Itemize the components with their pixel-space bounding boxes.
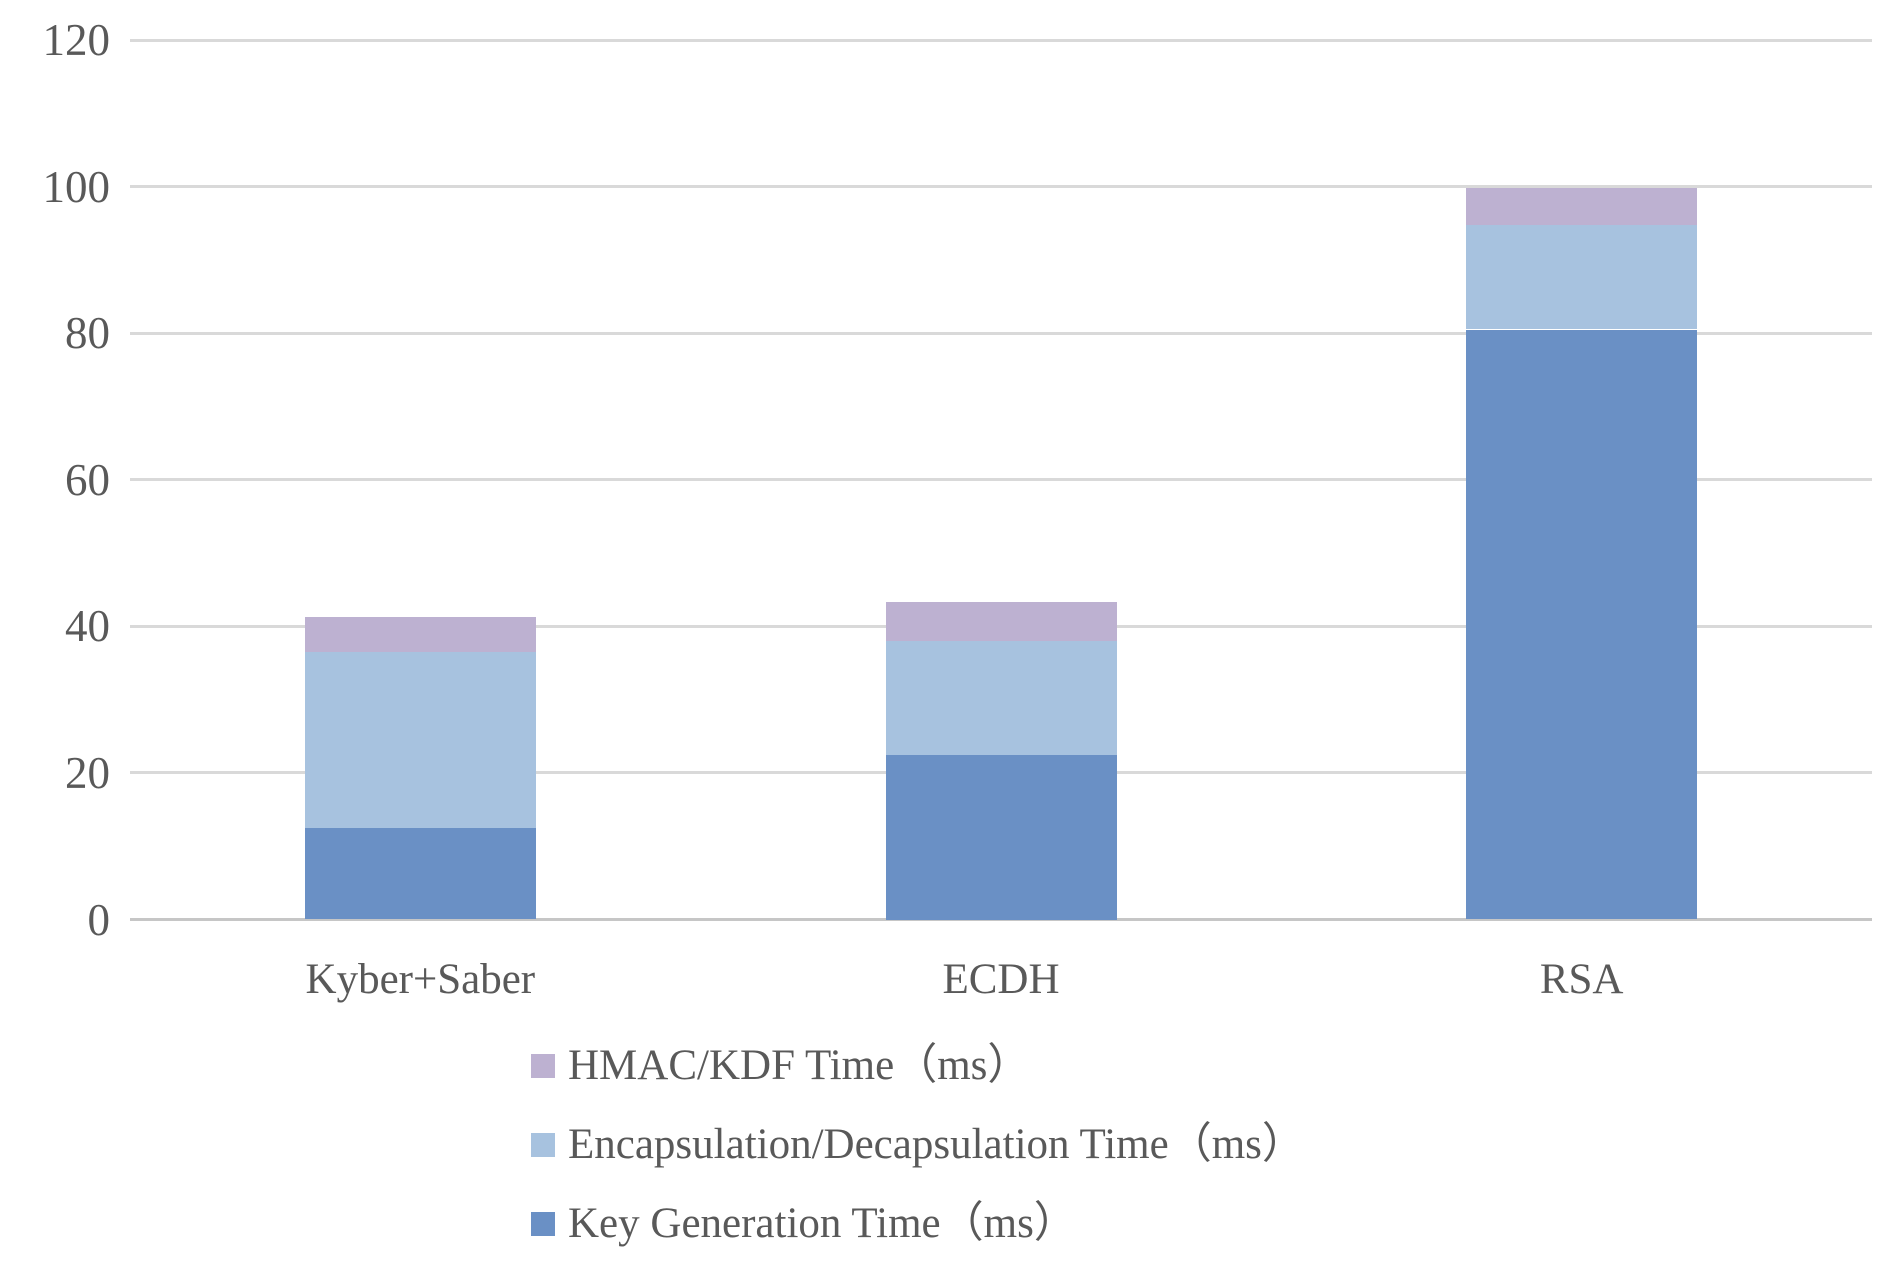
y-tick-label: 60 <box>65 454 110 505</box>
gridline <box>130 38 1872 42</box>
bar-segment-hmac-kdf-time <box>1466 188 1698 225</box>
x-category-label: Kyber+Saber <box>305 956 536 1003</box>
bar-segment-hmac-kdf-time <box>885 602 1117 641</box>
legend-item: Key Generation Time（ms） <box>531 1198 1305 1250</box>
y-tick-label: 40 <box>65 601 110 652</box>
bar-segment-encapsulation-decapsulation-time <box>885 640 1117 755</box>
legend-label: Key Generation Time（ms） <box>568 1200 1077 1247</box>
legend-swatch-icon <box>531 1054 555 1078</box>
gridline <box>130 478 1872 482</box>
bar-segment-encapsulation-decapsulation-time <box>304 651 536 828</box>
bar-segment-encapsulation-decapsulation-time <box>1466 224 1698 330</box>
legend-label: HMAC/KDF Time（ms） <box>568 1042 1031 1089</box>
x-category-label: ECDH <box>942 956 1060 1003</box>
y-tick-label: 20 <box>65 747 110 798</box>
y-tick-label: 120 <box>42 15 111 65</box>
legend-swatch-icon <box>531 1212 555 1236</box>
gridline <box>130 185 1872 189</box>
y-tick-label: 0 <box>87 894 111 945</box>
bar-segment-key-generation-time <box>885 754 1117 920</box>
legend-item: HMAC/KDF Time（ms） <box>531 1040 1305 1092</box>
legend-label: Encapsulation/Decapsulation Time（ms） <box>568 1121 1305 1168</box>
legend: HMAC/KDF Time（ms） Encapsulation/Decapsula… <box>531 1040 1305 1277</box>
x-category-label: RSA <box>1539 956 1624 1003</box>
legend-item: Encapsulation/Decapsulation Time（ms） <box>531 1119 1305 1171</box>
bar-segment-key-generation-time <box>1466 329 1698 920</box>
legend-swatch-icon <box>531 1133 555 1157</box>
bar-segment-hmac-kdf-time <box>304 616 536 652</box>
y-tick-label: 80 <box>65 308 110 359</box>
gridline <box>130 331 1872 335</box>
y-tick-label: 100 <box>42 161 111 212</box>
x-axis-baseline <box>130 918 1872 921</box>
bar-segment-key-generation-time <box>304 827 536 920</box>
